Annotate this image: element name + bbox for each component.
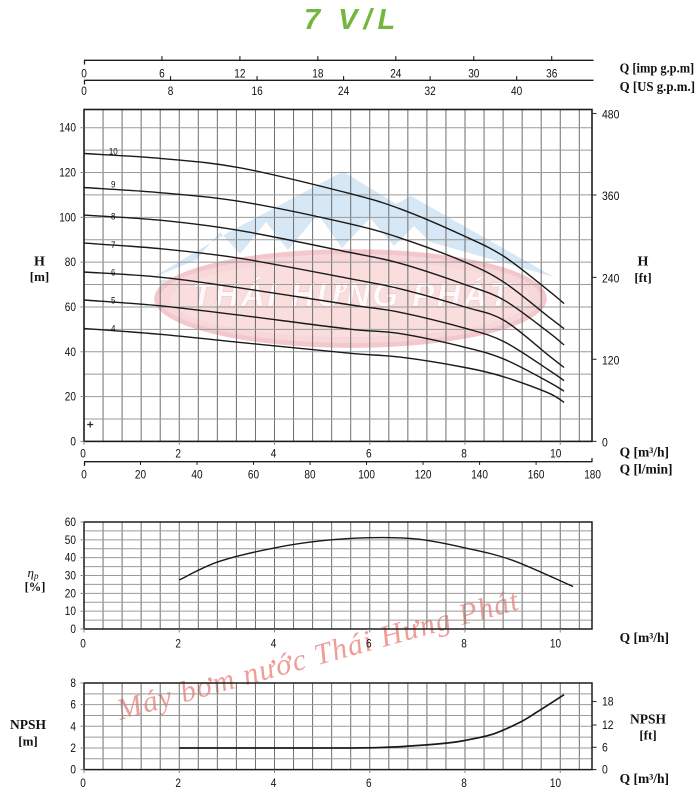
svg-text:80: 80 <box>65 255 76 269</box>
svg-text:7V/L: 7 V / L <box>304 4 395 36</box>
svg-text:60: 60 <box>65 515 76 529</box>
svg-text:30: 30 <box>468 66 479 80</box>
svg-text:20: 20 <box>65 390 76 404</box>
svg-text:40: 40 <box>511 84 522 98</box>
svg-text:20: 20 <box>135 468 146 482</box>
svg-text:120: 120 <box>415 468 432 482</box>
svg-text:[m]: [m] <box>30 269 50 284</box>
svg-text:6: 6 <box>111 267 116 278</box>
svg-text:NPSH: NPSH <box>10 717 47 732</box>
svg-text:4: 4 <box>271 447 277 461</box>
svg-text:[ft]: [ft] <box>634 270 651 285</box>
svg-text:8: 8 <box>111 212 116 223</box>
svg-text:50: 50 <box>65 533 76 547</box>
svg-text:24: 24 <box>338 84 349 98</box>
svg-text:Q [m³/h]: Q [m³/h] <box>620 444 669 459</box>
svg-text:8: 8 <box>461 776 467 790</box>
svg-text:Q [imp g.p.m]: Q [imp g.p.m] <box>620 60 695 75</box>
svg-text:20: 20 <box>65 586 76 600</box>
svg-text:10: 10 <box>65 604 76 618</box>
svg-text:40: 40 <box>191 468 202 482</box>
svg-text:6: 6 <box>602 740 608 754</box>
svg-text:6: 6 <box>159 66 165 80</box>
svg-text:8: 8 <box>168 84 174 98</box>
svg-text:8: 8 <box>70 676 76 690</box>
svg-text:Q [l/min]: Q [l/min] <box>620 461 673 476</box>
svg-text:480: 480 <box>602 108 620 122</box>
svg-text:16: 16 <box>252 84 263 98</box>
svg-text:0: 0 <box>81 84 87 98</box>
svg-text:40: 40 <box>65 551 76 565</box>
svg-text:Q [US g.p.m.]: Q [US g.p.m.] <box>620 79 695 94</box>
svg-text:30: 30 <box>65 569 76 583</box>
svg-text:12: 12 <box>602 718 614 732</box>
svg-text:0: 0 <box>81 66 87 80</box>
svg-text:[m]: [m] <box>18 734 38 749</box>
svg-text:2: 2 <box>175 776 181 790</box>
svg-text:40: 40 <box>65 345 76 359</box>
svg-text:4: 4 <box>271 636 277 650</box>
svg-text:100: 100 <box>358 468 375 482</box>
svg-text:0: 0 <box>70 434 76 448</box>
svg-text:360: 360 <box>602 189 620 203</box>
svg-text:160: 160 <box>528 468 545 482</box>
svg-text:10: 10 <box>109 147 118 158</box>
svg-text:140: 140 <box>471 468 488 482</box>
svg-text:2: 2 <box>70 741 76 755</box>
svg-text:60: 60 <box>248 468 259 482</box>
svg-text:0: 0 <box>80 636 86 650</box>
svg-text:[%]: [%] <box>25 580 46 594</box>
svg-text:4: 4 <box>70 719 76 733</box>
svg-text:10: 10 <box>550 776 561 790</box>
svg-text:12: 12 <box>234 66 245 80</box>
svg-text:2: 2 <box>175 447 181 461</box>
svg-text:H: H <box>34 255 45 270</box>
svg-text:10: 10 <box>550 636 561 650</box>
svg-text:8: 8 <box>461 447 467 461</box>
svg-text:NPSH: NPSH <box>630 712 667 727</box>
svg-text:Q [m³/h]: Q [m³/h] <box>620 771 669 786</box>
svg-text:6: 6 <box>70 698 76 712</box>
svg-text:24: 24 <box>390 66 401 80</box>
svg-text:240: 240 <box>602 271 620 285</box>
svg-text:60: 60 <box>65 300 76 314</box>
svg-text:0: 0 <box>70 763 76 777</box>
svg-text:18: 18 <box>312 66 323 80</box>
svg-text:140: 140 <box>59 121 76 135</box>
svg-text:6: 6 <box>366 636 372 650</box>
svg-text:18: 18 <box>602 695 614 709</box>
svg-text:0: 0 <box>80 447 86 461</box>
svg-text:8: 8 <box>461 636 467 650</box>
svg-text:[ft]: [ft] <box>639 728 656 743</box>
svg-text:7: 7 <box>111 240 116 251</box>
svg-text:9: 9 <box>111 180 116 191</box>
svg-text:0: 0 <box>602 435 608 449</box>
svg-text:H: H <box>638 255 649 270</box>
svg-text:80: 80 <box>304 468 315 482</box>
svg-text:180: 180 <box>584 468 601 482</box>
svg-text:ηp: ηp <box>28 565 39 581</box>
svg-text:0: 0 <box>81 468 87 482</box>
svg-text:Q [m³/h]: Q [m³/h] <box>620 630 669 645</box>
svg-text:100: 100 <box>59 210 76 224</box>
svg-text:120: 120 <box>602 353 620 367</box>
svg-text:0: 0 <box>70 622 76 636</box>
svg-text:0: 0 <box>602 763 608 777</box>
svg-text:6: 6 <box>366 776 372 790</box>
svg-text:32: 32 <box>425 84 436 98</box>
svg-text:10: 10 <box>550 447 561 461</box>
svg-text:5: 5 <box>111 295 116 306</box>
svg-text:120: 120 <box>59 166 76 180</box>
svg-text:2: 2 <box>175 636 181 650</box>
svg-text:6: 6 <box>366 447 372 461</box>
svg-text:0: 0 <box>80 776 86 790</box>
svg-text:4: 4 <box>111 323 116 334</box>
svg-text:4: 4 <box>271 776 277 790</box>
svg-text:36: 36 <box>546 66 557 80</box>
